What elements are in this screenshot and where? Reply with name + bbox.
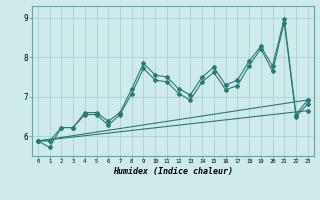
X-axis label: Humidex (Indice chaleur): Humidex (Indice chaleur) [113,167,233,176]
